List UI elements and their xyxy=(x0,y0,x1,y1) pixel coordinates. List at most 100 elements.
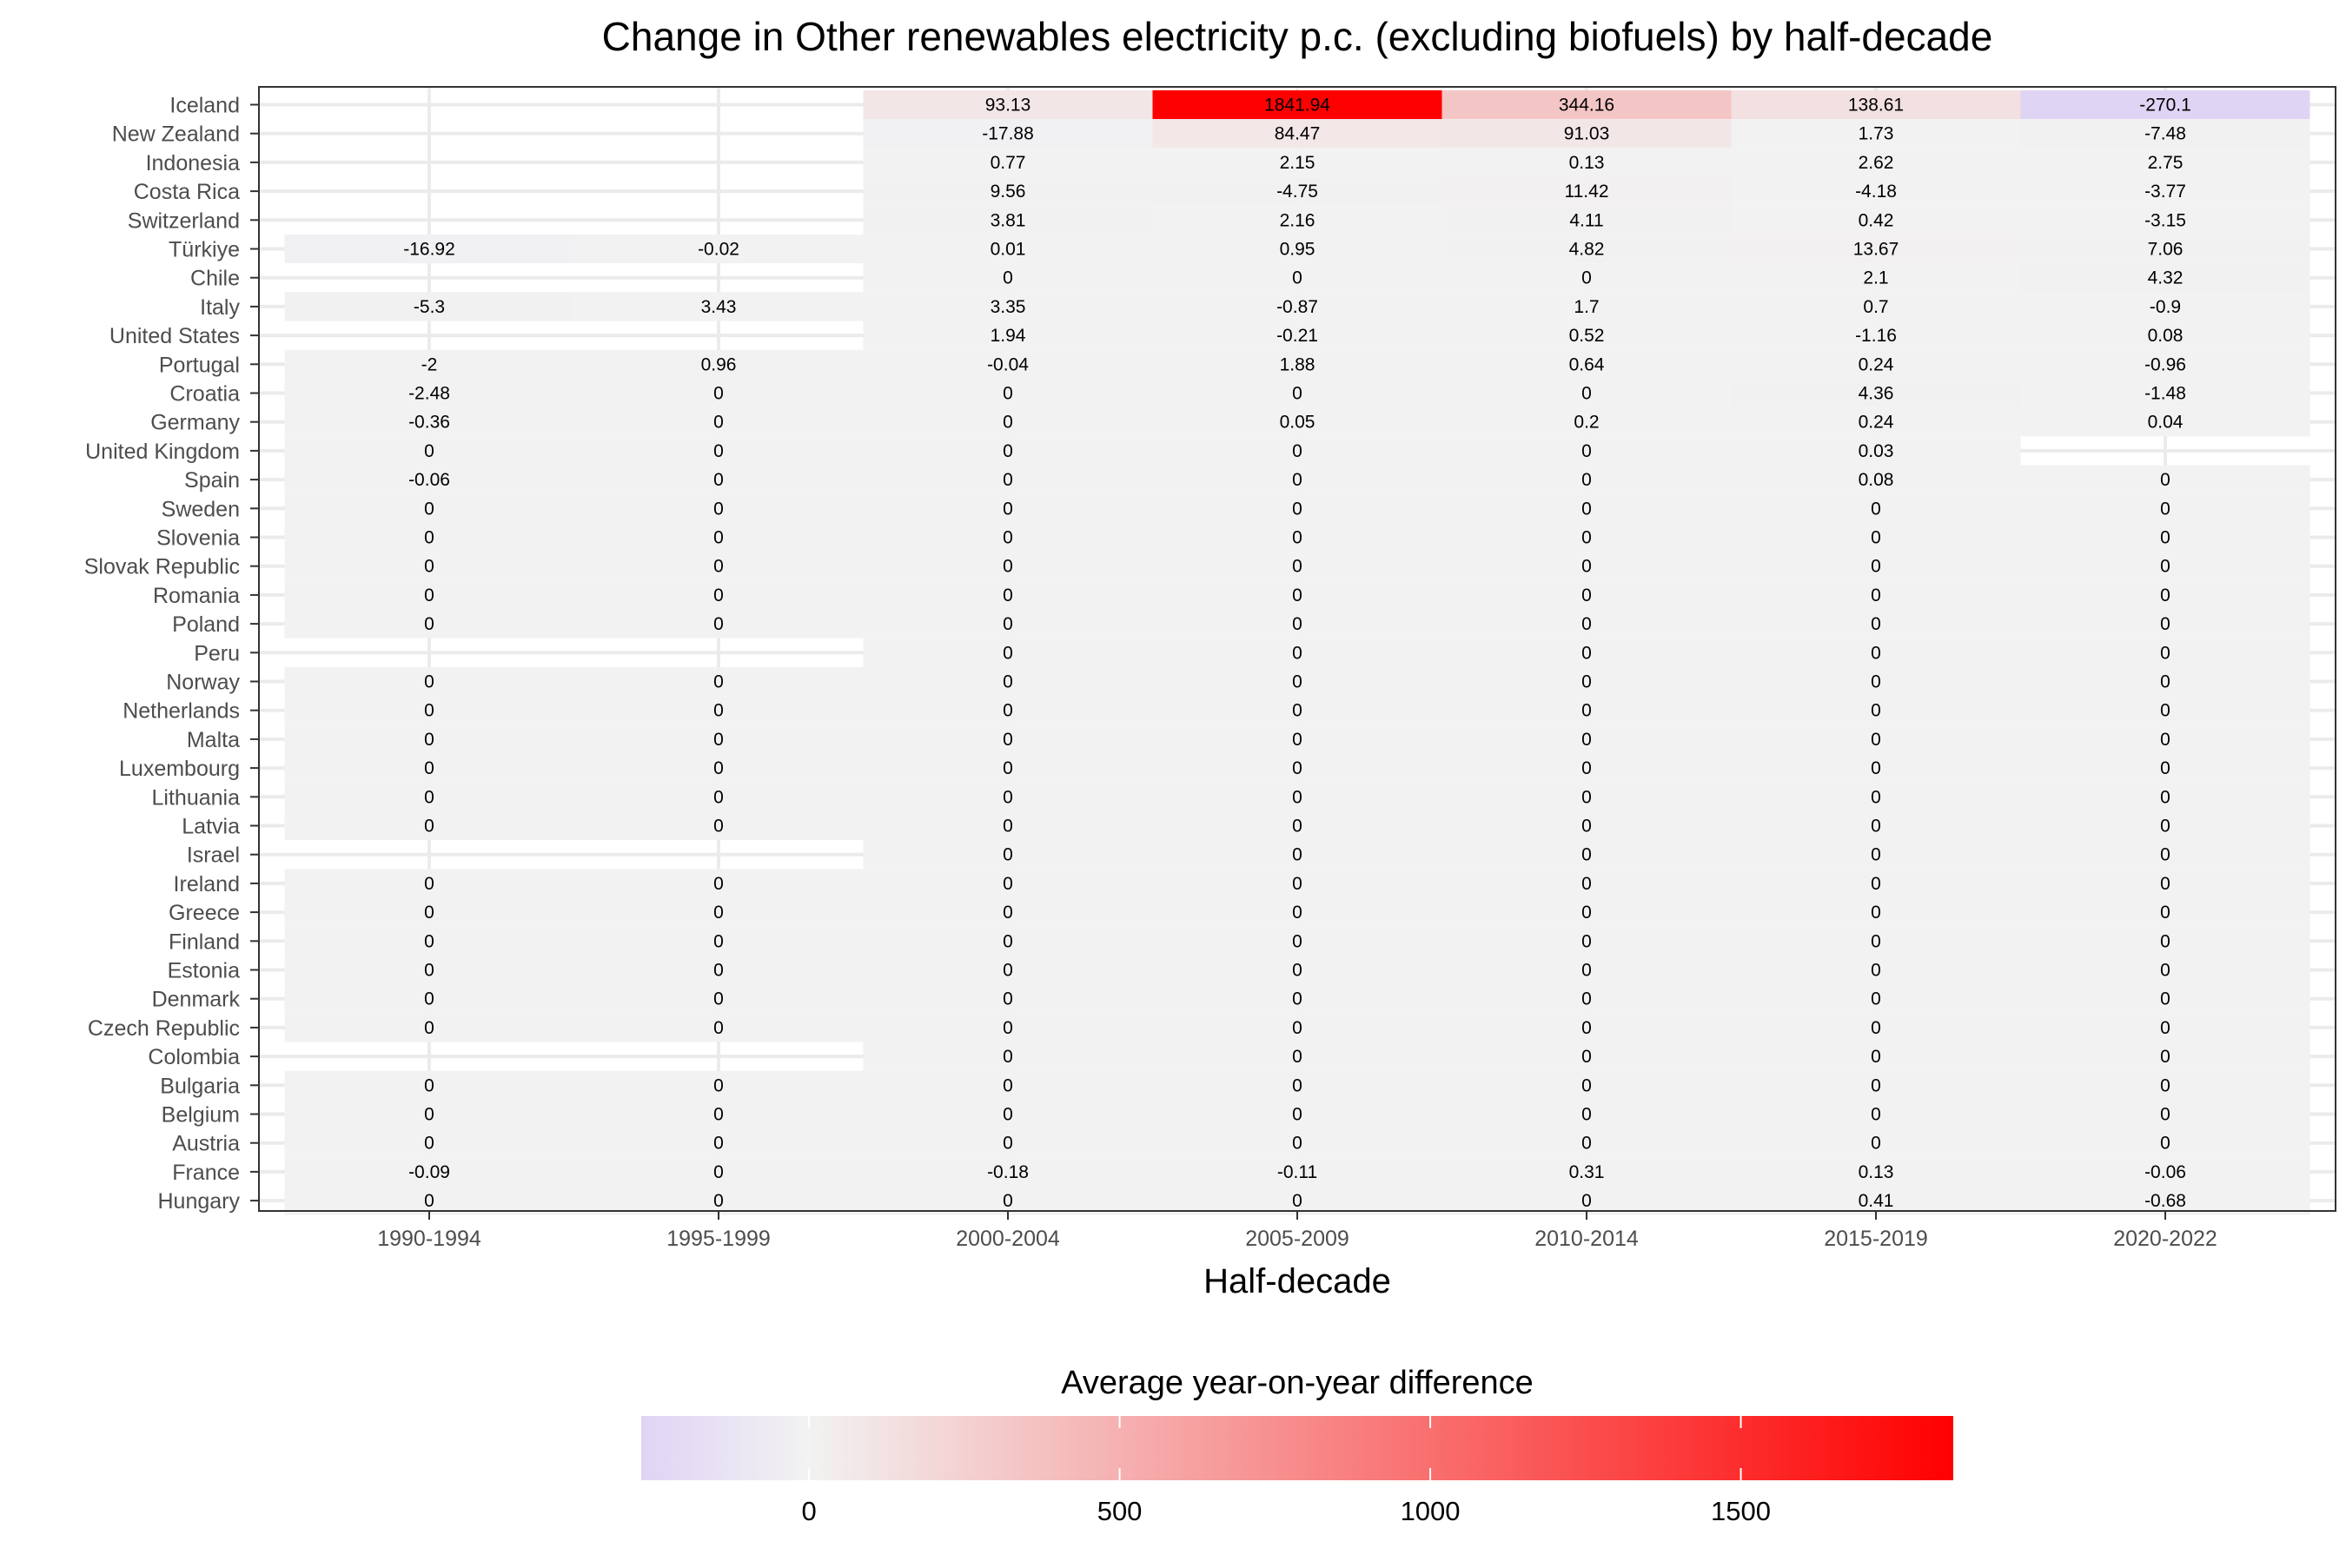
heatmap-cell xyxy=(1731,1070,2021,1100)
heatmap-cell xyxy=(1441,926,1732,956)
cell-value-label: 1.7 xyxy=(1574,297,1599,317)
heatmap-cell xyxy=(284,782,574,811)
heatmap-cell xyxy=(1152,407,1442,437)
cell-value-label: 0 xyxy=(424,758,434,778)
heatmap-cell xyxy=(2020,234,2310,264)
heatmap-cell xyxy=(2020,782,2310,811)
cell-value-label: -0.87 xyxy=(1276,297,1318,317)
cell-value-label: 0 xyxy=(1003,787,1013,807)
cell-value-label: -0.9 xyxy=(2150,297,2181,317)
heatmap-cell xyxy=(284,552,574,581)
cell-value-label: 0 xyxy=(1292,1018,1302,1038)
cell-value-label: 0 xyxy=(2160,903,2170,923)
x-tick-label: 2015-2019 xyxy=(1824,1227,1928,1251)
cell-value-label: 0 xyxy=(1292,874,1302,894)
cell-value-label: 0 xyxy=(713,384,724,404)
heatmap-cell xyxy=(573,609,864,638)
cell-value-label: 0 xyxy=(713,758,724,778)
heatmap-cell xyxy=(1441,493,1732,523)
cell-value-label: 0 xyxy=(713,961,724,981)
heatmap-cell xyxy=(1441,753,1732,783)
heatmap-cell xyxy=(284,609,574,638)
heatmap-cell xyxy=(1441,176,1732,206)
cell-value-label: 0 xyxy=(424,817,434,837)
cell-value-label: 0 xyxy=(1003,758,1013,778)
cell-value-label: 0 xyxy=(1292,499,1302,519)
heatmap-cell xyxy=(863,493,1153,523)
heatmap-cell xyxy=(1731,1042,2021,1071)
heatmap-cell xyxy=(1731,609,2021,638)
cell-value-label: -270.1 xyxy=(2139,96,2191,116)
y-tick-label: Croatia xyxy=(169,382,240,407)
cell-value-label: 2.1 xyxy=(1863,268,1888,288)
heatmap-cell xyxy=(573,1099,864,1129)
cell-value-label: 4.11 xyxy=(1569,210,1603,230)
heatmap-cell xyxy=(1441,897,1732,927)
cell-value-label: 0 xyxy=(1003,931,1013,951)
heatmap-cell xyxy=(2020,666,2310,697)
heatmap-cell xyxy=(1152,119,1442,149)
cell-value-label: 0 xyxy=(2160,1047,2170,1067)
y-tick-label: Hungary xyxy=(158,1189,241,1214)
y-tick-label: Slovenia xyxy=(156,526,240,551)
heatmap-cell xyxy=(284,869,574,898)
heatmap-cell xyxy=(573,753,864,783)
heatmap-cell xyxy=(2020,378,2310,408)
cell-value-label: 0 xyxy=(713,441,724,461)
cell-value-label: 2.75 xyxy=(2148,153,2184,173)
cell-value-label: 0 xyxy=(713,989,724,1009)
cell-value-label: -3.77 xyxy=(2144,182,2186,202)
y-tick-label: Colombia xyxy=(148,1045,240,1069)
cell-value-label: 0 xyxy=(1292,903,1302,923)
heatmap-cell xyxy=(863,234,1153,264)
heatmap-cell xyxy=(863,696,1153,725)
cell-value-label: 0 xyxy=(1292,557,1302,577)
cell-value-label: -17.88 xyxy=(982,124,1034,144)
cell-value-label: 0 xyxy=(1003,586,1013,605)
heatmap-cell xyxy=(1441,782,1732,811)
cell-value-label: 0 xyxy=(1581,701,1592,721)
heatmap-cell xyxy=(1731,493,2021,523)
cell-value-label: 0.7 xyxy=(1863,297,1888,317)
heatmap-cell xyxy=(863,119,1153,149)
y-tick-label: Greece xyxy=(169,901,240,925)
cell-value-label: 0 xyxy=(424,586,434,605)
cell-value-label: 0 xyxy=(1292,586,1302,605)
heatmap-cell xyxy=(863,1157,1153,1187)
heatmap-cell xyxy=(2020,176,2310,206)
cell-value-label: 9.56 xyxy=(991,182,1026,202)
cell-value-label: 0 xyxy=(1003,874,1013,894)
y-tick-label: United States xyxy=(109,324,240,348)
heatmap-cells xyxy=(284,89,2310,1215)
cell-value-label: 0 xyxy=(1003,528,1013,548)
legend-ticks: 0 500 1000 1500 xyxy=(801,1416,1771,1526)
cell-value-label: -16.92 xyxy=(403,240,455,260)
heatmap-cell xyxy=(2020,638,2310,667)
y-tick-label: Israel xyxy=(187,844,240,868)
heatmap-cell xyxy=(1731,810,2021,841)
heatmap-cell xyxy=(2020,1128,2310,1158)
cell-value-label: 138.61 xyxy=(1848,96,1904,116)
heatmap-cell xyxy=(573,378,864,408)
heatmap-cell xyxy=(1152,810,1442,841)
heatmap-cell xyxy=(1441,666,1732,697)
cell-value-label: 0.03 xyxy=(1859,441,1894,461)
heatmap-cell xyxy=(573,724,864,754)
cell-value-label: 0 xyxy=(1292,643,1302,663)
legend-tick-label: 1500 xyxy=(1711,1496,1771,1526)
cell-value-label: 0 xyxy=(1292,989,1302,1009)
cell-value-label: -4.18 xyxy=(1855,182,1897,202)
cell-value-label: -0.06 xyxy=(408,470,450,490)
heatmap-cell xyxy=(1152,609,1442,638)
cell-value-label: 0 xyxy=(1292,528,1302,548)
heatmap-cell xyxy=(284,696,574,725)
cell-value-label: 0 xyxy=(1871,730,1881,750)
y-tick-label: Peru xyxy=(194,641,240,665)
cell-value-label: 0 xyxy=(1292,441,1302,461)
heatmap-cell xyxy=(284,407,574,437)
cell-value-label: 0 xyxy=(424,1134,434,1154)
cell-value-label: 0 xyxy=(1292,931,1302,951)
cell-value-label: 0 xyxy=(1581,1191,1592,1211)
cell-value-label: 0 xyxy=(2160,758,2170,778)
heatmap-cell xyxy=(284,753,574,783)
